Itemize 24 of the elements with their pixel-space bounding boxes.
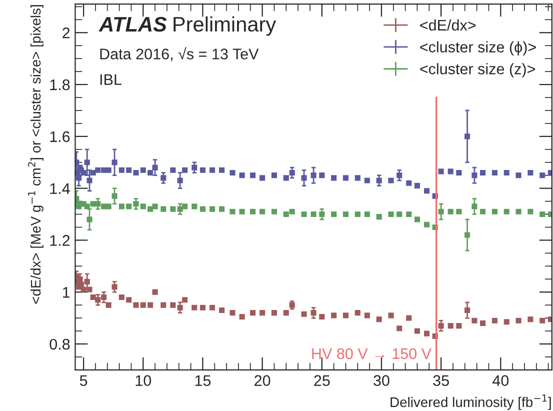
x-tick-label: 25: [314, 375, 330, 386]
annotation: ATLAS Preliminary: [98, 16, 276, 36]
x-axis-title: Delivered luminosity [fb$^{−1}$]: [390, 394, 551, 410]
y-tick-label: 2: [62, 28, 70, 38]
legend-label: <cluster size (ϕ)>: [420, 41, 536, 56]
y-tick-label: 1.8: [50, 79, 70, 90]
x-tick-label: 20: [254, 375, 270, 386]
x-tick-label: 40: [492, 375, 509, 386]
y-tick-label: 1.6: [50, 131, 70, 142]
x-tick-label: 5: [80, 375, 88, 386]
ref-line-label: HV 80 V → 150 V: [312, 348, 432, 360]
x-tick-label: 35: [433, 375, 449, 386]
x-tick-label: 30: [374, 375, 390, 386]
x-tick-label: 10: [136, 375, 152, 386]
annotation: Data 2016, √s = 13 TeV: [100, 47, 259, 62]
legend-label: <dE/dx>: [420, 19, 476, 31]
annotation: IBL: [100, 74, 122, 85]
x-tick-label: 15: [195, 375, 211, 386]
y-tick-label: 1.4: [50, 183, 70, 194]
y-axis-title: <dE/dx> [MeV g$^{−1}$ cm$^{2}$] or <cluster size> [pixels]: [28, 5, 44, 304]
legend-label: <cluster size (z)>: [420, 63, 535, 78]
y-tick-label: 1.2: [50, 235, 70, 246]
y-tick-label: 0.8: [50, 338, 70, 350]
y-tick-label: 1: [63, 287, 70, 298]
